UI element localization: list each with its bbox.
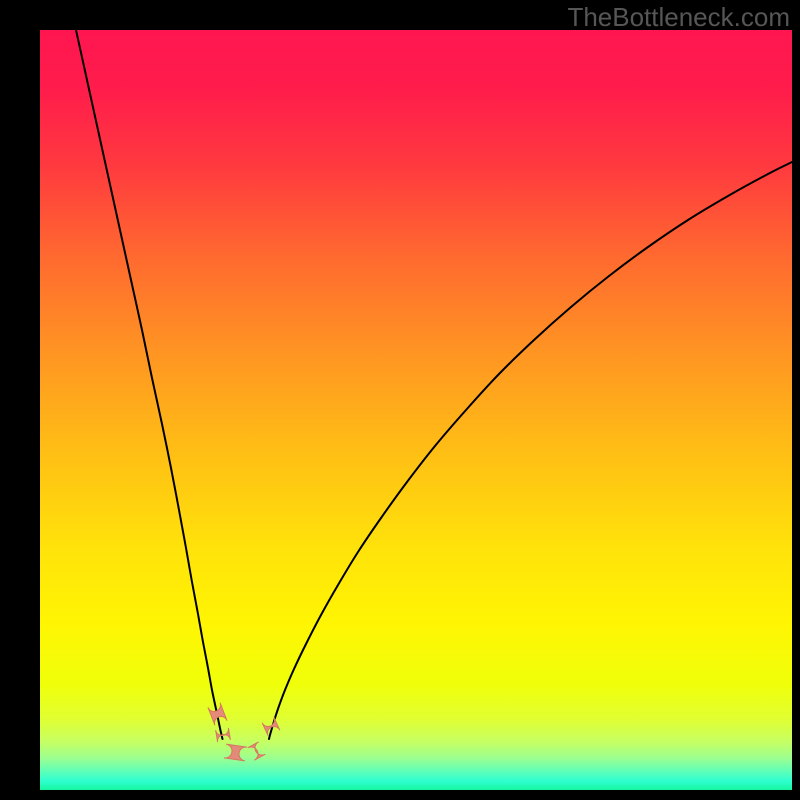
chart-container: TheBottleneck.com (0, 0, 800, 800)
chart-svg (40, 30, 792, 790)
gradient-background (40, 30, 792, 790)
plot-area (40, 30, 792, 790)
watermark-text: TheBottleneck.com (567, 2, 790, 33)
